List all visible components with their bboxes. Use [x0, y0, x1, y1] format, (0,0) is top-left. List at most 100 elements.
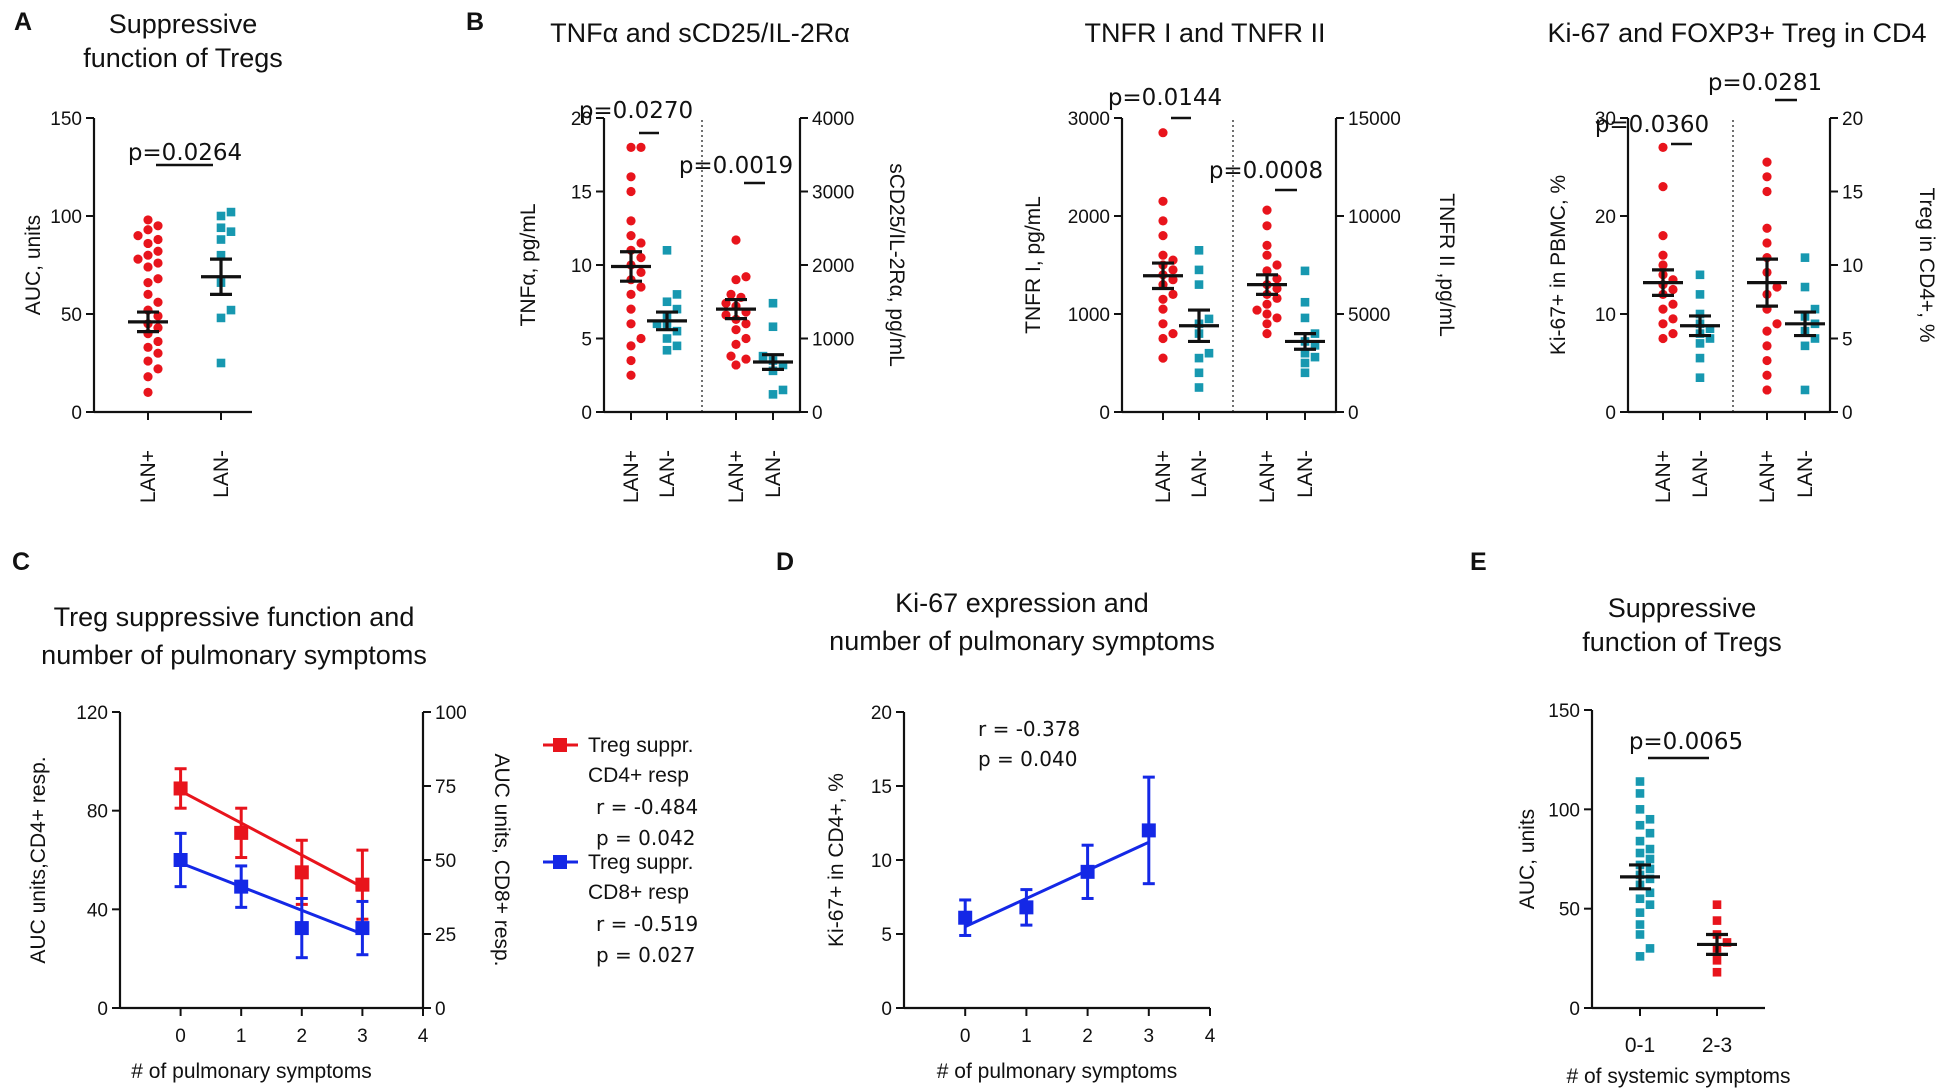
data-point [153, 297, 163, 307]
panel-B3-right-y2-tick-label: 0 [1842, 403, 1853, 424]
data-point [173, 853, 188, 867]
y-axis-label: AUC units,CD4+ resp. [27, 756, 50, 963]
data-point [1762, 186, 1772, 197]
data-point [626, 304, 636, 314]
data-point [1272, 260, 1282, 270]
panel-D-y-tick-label: 5 [881, 925, 892, 946]
data-point [1158, 294, 1168, 304]
data-point [1300, 368, 1310, 378]
y-axis-label: AUC, units [22, 215, 45, 315]
data-point [1658, 182, 1668, 192]
data-point [216, 250, 226, 260]
data-point [672, 290, 682, 299]
data-point [1762, 157, 1772, 167]
data-point [626, 355, 636, 366]
panel-B2-y-tick-label: 3000 [1068, 109, 1110, 130]
data-point [726, 351, 736, 361]
data-point [1658, 250, 1668, 260]
data-point [153, 311, 163, 321]
panel-B1-right-y2-tick-label: 2000 [812, 256, 854, 277]
data-point [741, 333, 751, 344]
data-point [626, 216, 636, 226]
data-point [1762, 238, 1772, 248]
panel-B3-y-tick-label: 0 [1605, 403, 1616, 424]
data-point [1668, 284, 1678, 295]
x-axis-label: # of pulmonary symptoms [131, 1060, 371, 1083]
panel-B1-y-tick-label: 10 [571, 256, 592, 277]
data-point [1080, 864, 1095, 879]
data-point [1810, 334, 1820, 343]
x-tick-label: 4 [1205, 1026, 1216, 1047]
data-point [726, 289, 736, 299]
panel-B2-right-y2-tick-label: 0 [1348, 403, 1359, 424]
data-point [1262, 329, 1272, 339]
data-point [626, 370, 636, 380]
data-point [672, 304, 682, 314]
legend-label: Treg suppr. [588, 734, 693, 757]
data-point [1262, 240, 1272, 250]
data-point [143, 372, 153, 382]
data-point [1762, 326, 1772, 336]
panel-letter-D: D [776, 548, 794, 576]
x-tick-label: LAN+ [1652, 450, 1675, 503]
data-point [1019, 900, 1034, 915]
y-axis-label: Ki-67+ in CD4+, % [825, 773, 848, 947]
chart-title: function of Tregs [1582, 627, 1782, 657]
data-point [1762, 223, 1772, 233]
data-point [1300, 266, 1310, 276]
x-tick-label: LAN+ [1756, 450, 1779, 503]
data-point [636, 267, 646, 277]
data-point [1705, 324, 1715, 333]
data-point [731, 235, 741, 245]
data-point [626, 289, 636, 299]
panel-E-y-tick-label: 100 [1548, 800, 1580, 821]
data-point [636, 333, 646, 344]
chart-title: Treg suppressive function and [54, 602, 415, 632]
y-axis-label: AUC, units [1516, 809, 1539, 909]
panel-B2-y-tick-label: 2000 [1068, 207, 1110, 228]
x-axis-label: # of systemic symptoms [1566, 1065, 1790, 1088]
data-point [1668, 329, 1678, 339]
data-point [1635, 848, 1645, 858]
data-point [652, 319, 662, 329]
data-point [1645, 828, 1655, 838]
x-tick-label: LAN- [1188, 450, 1211, 498]
data-point [143, 215, 153, 225]
data-point [1635, 920, 1645, 929]
data-point [1635, 930, 1645, 939]
data-point [768, 298, 778, 308]
data-point [1158, 196, 1168, 206]
data-point [1645, 814, 1655, 824]
data-point [226, 227, 236, 236]
panel-B3-y-tick-label: 30 [1595, 109, 1616, 130]
legend-label: CD8+ resp [588, 881, 689, 904]
data-point [294, 865, 309, 880]
x-tick-label: LAN- [762, 450, 785, 498]
panel-B2-right-y2-tick-label: 10000 [1348, 207, 1401, 228]
legend-marker [553, 738, 567, 752]
p-value-label: p=0.0270 [579, 98, 693, 124]
data-point [1712, 916, 1722, 925]
legend-label: CD4+ resp [588, 764, 689, 787]
data-point [1645, 864, 1655, 874]
panel-C-y-tick-label: 80 [87, 802, 108, 823]
data-point [355, 921, 370, 936]
data-point [216, 223, 226, 233]
data-point [1800, 341, 1810, 351]
regression-line [179, 789, 364, 889]
data-point [143, 289, 153, 299]
data-point [741, 319, 751, 329]
data-point [731, 360, 741, 370]
data-point [226, 207, 236, 217]
data-point [1300, 313, 1310, 323]
panel-letter-C: C [12, 548, 30, 576]
data-point [133, 231, 143, 241]
data-point [1762, 355, 1772, 366]
data-point [636, 238, 646, 248]
data-point [768, 322, 778, 332]
data-point [1262, 205, 1272, 215]
data-point [1272, 274, 1282, 284]
data-point [216, 211, 226, 221]
data-point [1722, 938, 1732, 947]
